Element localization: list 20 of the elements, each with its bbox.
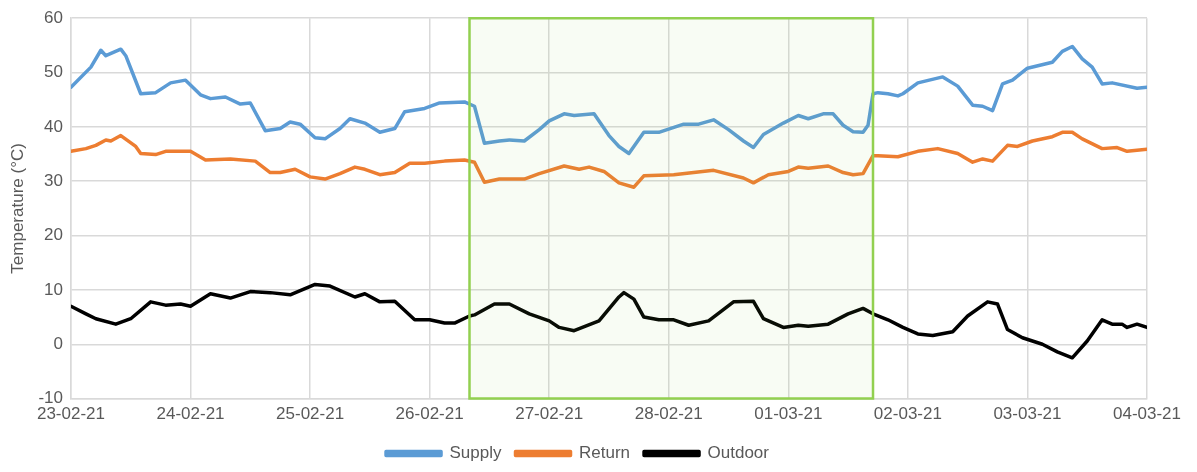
x-tick-label: 04-03-21 [1112,404,1182,424]
y-axis-title: Temperature (°C) [7,143,27,274]
y-tick-label: 60 [44,7,63,27]
legend-label: Outdoor [707,443,770,463]
x-tick-label: 27-02-21 [515,404,584,424]
x-tick-label: 03-03-21 [993,404,1062,424]
x-tick-label: 28-02-21 [634,404,703,424]
x-tick-label: 26-02-21 [395,404,464,424]
x-tick-label: 02-03-21 [873,404,942,424]
y-tick-label: 40 [44,116,63,136]
legend-label: Supply [449,443,503,463]
y-tick-label: 10 [44,279,63,299]
y-tick-label: 20 [44,225,63,245]
y-tick-label: 0 [53,333,63,353]
x-tick-label: 25-02-21 [276,404,345,424]
y-tick-label: 30 [44,170,63,190]
x-tick-label: 24-02-21 [156,404,225,424]
legend-label: Return [579,443,631,463]
x-tick-label: 01-03-21 [754,404,823,424]
y-tick-label: 50 [44,62,63,82]
